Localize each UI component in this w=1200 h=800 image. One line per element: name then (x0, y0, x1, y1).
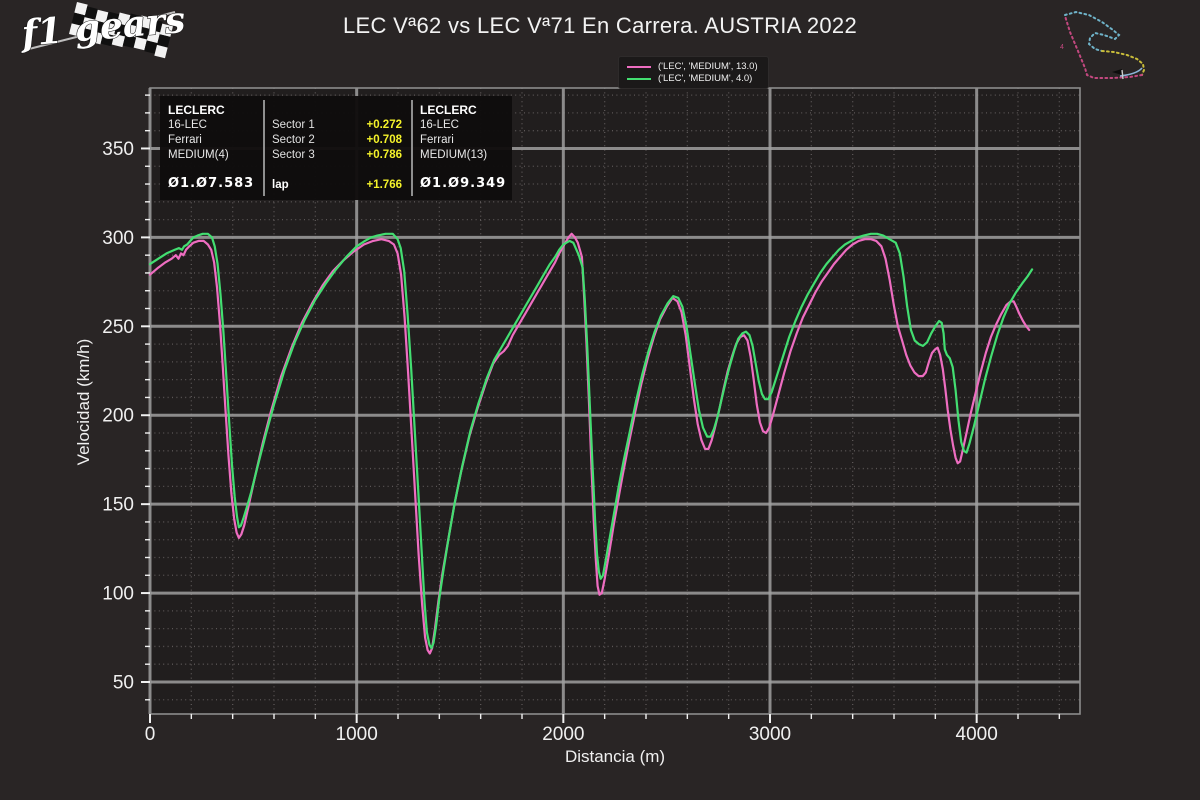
sector-delta: +0.272 (366, 119, 403, 131)
y-tick-label: 300 (102, 228, 134, 249)
checker-square (81, 17, 96, 31)
y-tick-label: 50 (113, 672, 134, 693)
turn-marker: 4 (1060, 44, 1064, 51)
f1gears-logo: f1 gears (17, 0, 187, 59)
sector-delta: +0.786 (366, 149, 403, 161)
driver-number: 16-LEC (168, 119, 207, 131)
track-sector2-path (1101, 50, 1146, 76)
checker-square (122, 34, 137, 49)
checker-square (138, 15, 153, 29)
checker-square (69, 23, 83, 37)
legend-item: ('LEC', 'MEDIUM', 4.0) (627, 73, 758, 84)
driver-number: 16-LEC (420, 119, 459, 131)
checker-square (117, 12, 131, 26)
track-map: 4 (1060, 10, 1146, 80)
y-tick-label: 350 (102, 139, 134, 160)
lap-delta-row: lap +1.766 (272, 178, 402, 193)
checker-square (84, 6, 98, 20)
chart-title: LEC Vª62 vs LEC Vª71 En Carrera. AUSTRIA… (342, 13, 858, 38)
checker-square (128, 13, 142, 27)
checker-square (144, 40, 158, 54)
checker-square (154, 44, 168, 59)
checker-square (95, 9, 109, 24)
legend-line-pink (627, 65, 651, 68)
lap-time-left: Ø1.Ø7.583 (168, 176, 255, 191)
checker-square (105, 11, 120, 25)
legend: ('LEC', 'MEDIUM', 13.0) ('LEC', 'MEDIUM'… (618, 56, 769, 89)
lap-time-right: Ø1.Ø9.349 (420, 176, 507, 191)
checker-square (156, 34, 171, 48)
lap-info-box: LECLERC 16-LEC Ferrari MEDIUM(4) Ø1.Ø7.5… (160, 96, 512, 200)
legend-item: ('LEC', 'MEDIUM', 13.0) (627, 61, 758, 72)
x-tick-label: 3000 (749, 724, 791, 745)
legend-line-green (627, 77, 651, 80)
checker-square (114, 23, 128, 37)
checkered-flag-icon (69, 2, 173, 59)
y-axis-label: Velocidad (km/h) (74, 338, 93, 466)
checker-square (111, 33, 126, 48)
driver-block-left: LECLERC 16-LEC Ferrari MEDIUM(4) Ø1.Ø7.5… (168, 103, 254, 191)
x-axis-label: Distancia (m) (564, 747, 666, 766)
y-tick-label: 100 (102, 584, 134, 605)
direction-arrow-icon (1112, 69, 1122, 75)
sector-label: Sector 2 (272, 134, 315, 146)
start-finish-mark (1121, 69, 1124, 80)
checker-square (159, 23, 173, 37)
sector-label: Sector 3 (272, 149, 315, 161)
checker-square (149, 19, 163, 33)
x-tick-label: 0 (145, 724, 156, 745)
checker-square (71, 12, 86, 27)
checker-square (103, 22, 117, 36)
separator (411, 100, 413, 196)
checker-square (74, 2, 88, 16)
series-line (148, 232, 1034, 650)
x-tick-label: 1000 (336, 724, 378, 745)
x-tick-label: 4000 (956, 724, 998, 745)
checker-square (146, 29, 161, 44)
lap-label: lap (272, 179, 289, 191)
checker-square (133, 36, 147, 51)
checker-square (79, 27, 93, 42)
driver-tyre: MEDIUM(13) (420, 149, 488, 161)
checker-square (89, 31, 104, 45)
track-sector3-path (1064, 15, 1143, 79)
lap-delta: +1.766 (366, 179, 403, 191)
sector-delta: +0.708 (366, 134, 403, 146)
driver-name: LECLERC (168, 103, 225, 117)
driver-name: LECLERC (420, 103, 477, 117)
driver-tyre: MEDIUM(4) (168, 149, 229, 161)
y-tick-label: 150 (102, 495, 134, 516)
sector-label: Sector 1 (272, 119, 315, 131)
legend-label: ('LEC', 'MEDIUM', 4.0) (658, 73, 753, 84)
track-speed-trace (1119, 67, 1143, 77)
sector-deltas-block: Sector 1 +0.272 Sector 2 +0.708 Sector 3… (272, 103, 402, 193)
y-tick-label: 250 (102, 317, 134, 338)
track-sector1-path (1064, 10, 1121, 52)
driver-team: Ferrari (168, 134, 202, 146)
driver-team: Ferrari (420, 134, 454, 146)
separator (263, 100, 265, 196)
checker-square (136, 26, 150, 40)
checker-square (92, 20, 106, 34)
x-tick-label: 2000 (542, 724, 584, 745)
checker-square (125, 24, 139, 38)
y-tick-label: 200 (102, 406, 134, 427)
legend-label: ('LEC', 'MEDIUM', 13.0) (658, 61, 758, 72)
driver-block-right: LECLERC 16-LEC Ferrari MEDIUM(13) Ø1.Ø9.… (420, 103, 506, 191)
sector-row: Sector 3 +0.786 (272, 148, 402, 163)
plot-border (149, 87, 1081, 715)
sector-row: Sector 1 +0.272 (272, 118, 402, 133)
sector-row: Sector 2 +0.708 (272, 133, 402, 148)
checker-square (100, 32, 114, 47)
